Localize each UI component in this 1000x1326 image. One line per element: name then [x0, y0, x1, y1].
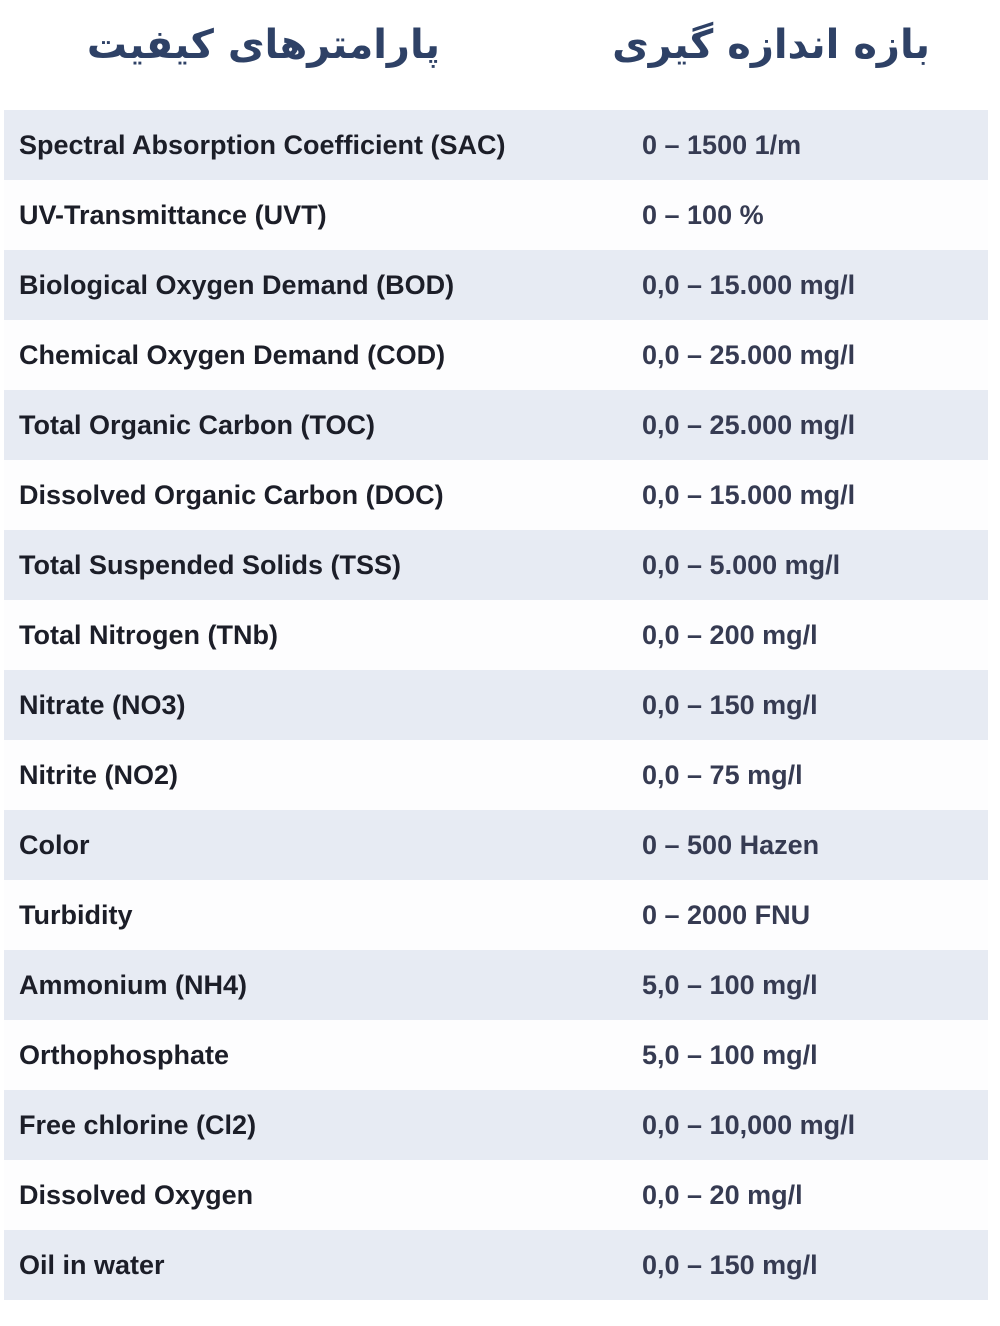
table-row: Dissolved Organic Carbon (DOC) 0,0 – 15.0…: [4, 460, 988, 530]
parameter-table: Spectral Absorption Coefficient (SAC) 0 –…: [4, 110, 988, 1300]
table-row: Biological Oxygen Demand (BOD) 0,0 – 15.0…: [4, 250, 988, 320]
table-row: Dissolved Oxygen 0,0 – 20 mg/l: [4, 1160, 988, 1230]
measurement-range-header: بازه اندازه گیری: [612, 22, 930, 68]
table-row: Chemical Oxygen Demand (COD) 0,0 – 25.000…: [4, 320, 988, 390]
measurement-range: 0 – 2000 FNU: [642, 899, 811, 930]
page-header: پارامترهای کیفیت بازه اندازه گیری: [0, 0, 1000, 110]
measurement-range: 0 – 500 Hazen: [642, 829, 820, 860]
parameter-name: Dissolved Organic Carbon (DOC): [19, 479, 444, 510]
measurement-range: 0,0 – 5.000 mg/l: [642, 549, 841, 580]
parameter-name: Free chlorine (Cl2): [19, 1109, 257, 1140]
parameter-name: Oil in water: [19, 1249, 165, 1280]
table-row: Nitrate (NO3) 0,0 – 150 mg/l: [4, 670, 988, 740]
measurement-range: 0,0 – 150 mg/l: [642, 1249, 818, 1280]
measurement-range: 0,0 – 200 mg/l: [642, 619, 818, 650]
table-row: Spectral Absorption Coefficient (SAC) 0 –…: [4, 110, 988, 180]
table-row: Free chlorine (Cl2) 0,0 – 10,000 mg/l: [4, 1090, 988, 1160]
parameter-name: Orthophosphate: [19, 1039, 229, 1070]
table-row: UV-Transmittance (UVT) 0 – 100 %: [4, 180, 988, 250]
measurement-range: 0,0 – 25.000 mg/l: [642, 339, 856, 370]
parameter-name: Ammonium (NH4): [19, 969, 247, 1000]
table-row: Turbidity 0 – 2000 FNU: [4, 880, 988, 950]
measurement-range: 0,0 – 150 mg/l: [642, 689, 818, 720]
parameter-name: Total Organic Carbon (TOC): [19, 409, 376, 440]
measurement-range: 5,0 – 100 mg/l: [642, 1039, 818, 1070]
table-row: Total Suspended Solids (TSS) 0,0 – 5.000 …: [4, 530, 988, 600]
measurement-range: 0,0 – 20 mg/l: [642, 1179, 803, 1210]
measurement-range: 0,0 – 25.000 mg/l: [642, 409, 856, 440]
measurement-range: 0,0 – 75 mg/l: [642, 759, 803, 790]
parameter-name: Dissolved Oxygen: [19, 1179, 254, 1210]
table-row: Oil in water 0,0 – 150 mg/l: [4, 1230, 988, 1300]
parameter-name: UV-Transmittance (UVT): [19, 199, 327, 230]
table-row: Total Organic Carbon (TOC) 0,0 – 25.000 m…: [4, 390, 988, 460]
parameter-name: Color: [19, 829, 90, 860]
table-row: Total Nitrogen (TNb) 0,0 – 200 mg/l: [4, 600, 988, 670]
measurement-range: 0,0 – 15.000 mg/l: [642, 479, 856, 510]
measurement-range: 0 – 1500 1/m: [642, 129, 802, 160]
table-row: Orthophosphate 5,0 – 100 mg/l: [4, 1020, 988, 1090]
measurement-range: 0,0 – 10,000 mg/l: [642, 1109, 856, 1140]
parameter-name: Nitrite (NO2): [19, 759, 179, 790]
table-row: Ammonium (NH4) 5,0 – 100 mg/l: [4, 950, 988, 1020]
parameter-name: Total Nitrogen (TNb): [19, 619, 278, 650]
measurement-range: 5,0 – 100 mg/l: [642, 969, 818, 1000]
table-row: Color 0 – 500 Hazen: [4, 810, 988, 880]
parameter-name: Chemical Oxygen Demand (COD): [19, 339, 446, 370]
parameter-name: Biological Oxygen Demand (BOD): [19, 269, 455, 300]
table-row: Nitrite (NO2) 0,0 – 75 mg/l: [4, 740, 988, 810]
quality-parameters-header: پارامترهای کیفیت: [86, 22, 440, 68]
parameter-name: Turbidity: [19, 899, 133, 930]
parameter-name: Nitrate (NO3): [19, 689, 186, 720]
measurement-range: 0 – 100 %: [642, 199, 764, 230]
parameter-name: Total Suspended Solids (TSS): [19, 549, 402, 580]
measurement-range: 0,0 – 15.000 mg/l: [642, 269, 856, 300]
parameter-name: Spectral Absorption Coefficient (SAC): [19, 129, 506, 160]
